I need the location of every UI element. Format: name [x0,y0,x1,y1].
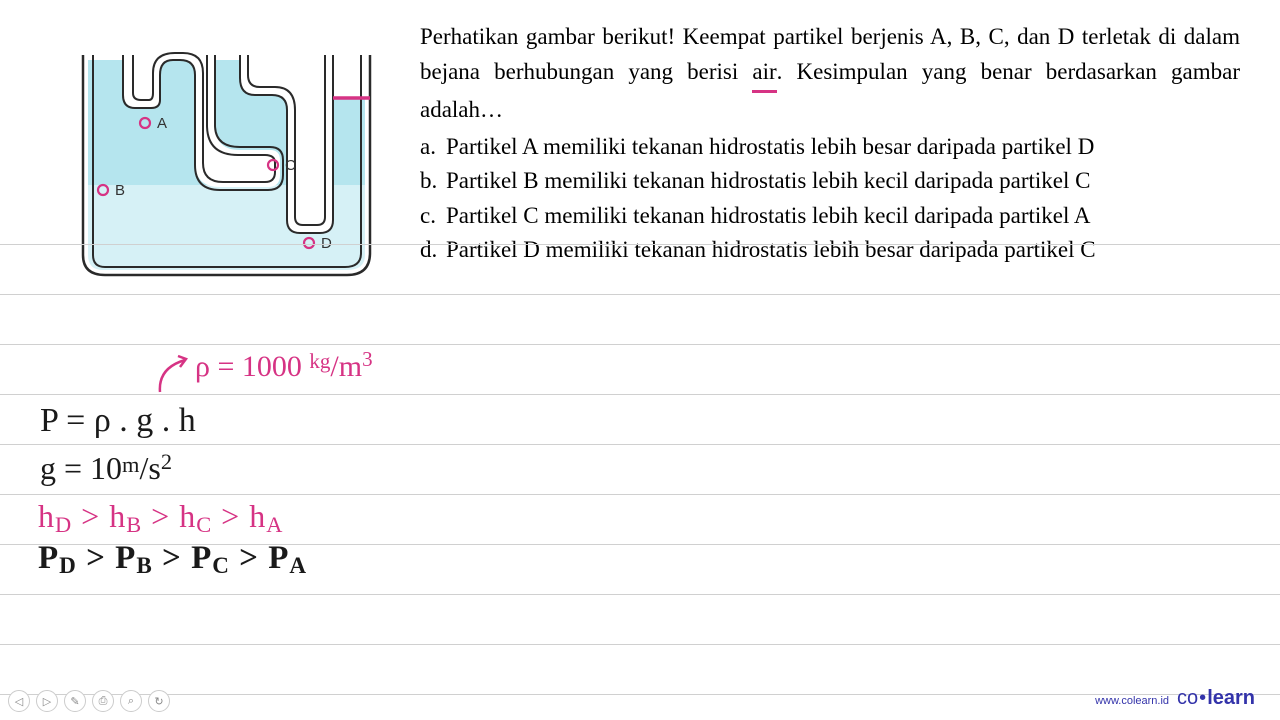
option-b: b. Partikel B memiliki tekanan hidrostat… [420,164,1240,199]
particle-label-d: D [321,235,332,252]
next-button[interactable]: ▷ [36,690,58,712]
option-c: c. Partikel C memiliki tekanan hidrostat… [420,199,1240,234]
options-list: a. Partikel A memiliki tekanan hidrostat… [420,130,1240,268]
particle-label-a: A [157,115,167,132]
particle-label-c: C [285,157,296,174]
question-text: Perhatikan gambar berikut! Keempat parti… [420,20,1240,128]
footer: www.colearn.id co•learn [1095,687,1255,710]
footer-url: www.colearn.id [1095,695,1169,707]
prev-button[interactable]: ◁ [8,690,30,712]
hw-formula: P = ρ . g . h [40,402,196,440]
print-button[interactable]: ⎙ [92,690,114,712]
hw-g: g = 10m/s2 [40,450,172,487]
vessel-diagram: A B C D [65,45,400,285]
zoom-button[interactable]: ⌕ [120,690,142,712]
hw-h-inequality: hD > hB > hC > hA [38,498,283,535]
playback-controls: ◁ ▷ ✎ ⎙ ⌕ ↻ [8,690,170,712]
arrow-annotation [150,350,200,400]
option-a: a. Partikel A memiliki tekanan hidrostat… [420,130,1240,165]
hw-p-inequality: PD > PB > PC > PA [38,540,307,577]
hw-rho: ρ = 1000 kg/m3 [195,350,373,384]
question-underlined: air [752,55,776,94]
footer-logo: co•learn [1177,687,1255,710]
refresh-button[interactable]: ↻ [148,690,170,712]
option-d: d. Partikel D memiliki tekanan hidrostat… [420,233,1240,268]
particle-label-b: B [115,182,125,199]
edit-button[interactable]: ✎ [64,690,86,712]
